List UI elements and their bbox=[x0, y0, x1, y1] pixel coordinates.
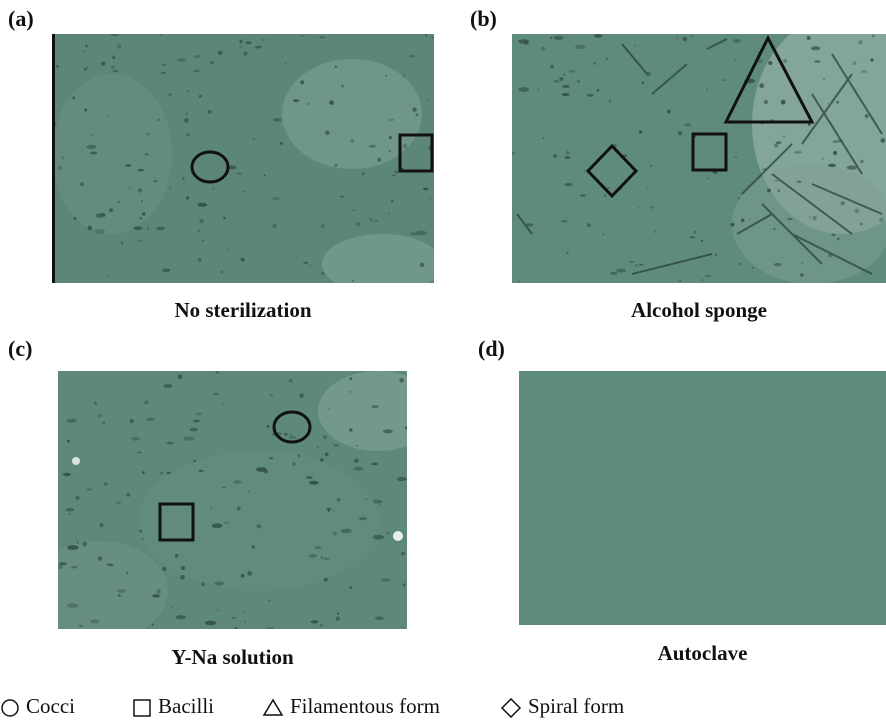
square-icon bbox=[133, 699, 151, 717]
legend-item-bacilli: Bacilli bbox=[132, 694, 214, 719]
micrograph-d bbox=[519, 371, 886, 625]
legend-label-spiral: Spiral form bbox=[528, 694, 625, 718]
legend-item-spiral: Spiral form bbox=[500, 694, 624, 719]
cocci-marker-circle bbox=[272, 410, 312, 444]
panel-d-caption: Autoclave bbox=[657, 641, 748, 665]
legend-item-filamentous: Filamentous form bbox=[262, 694, 440, 719]
triangle-icon bbox=[262, 698, 284, 716]
legend-label-bacilli: Bacilli bbox=[158, 694, 214, 718]
diamond-icon bbox=[500, 698, 522, 719]
panel-d-label: (d) bbox=[478, 336, 505, 361]
cocci-marker-circle bbox=[190, 150, 230, 184]
micrograph-c bbox=[58, 371, 407, 629]
filamentous-marker-triangle bbox=[723, 34, 815, 124]
cell-speckles bbox=[58, 371, 407, 629]
panel-c-caption: Y-Na solution bbox=[171, 645, 294, 669]
filament-strands bbox=[516, 38, 883, 275]
legend-label-cocci: Cocci bbox=[26, 694, 75, 718]
panel-a-caption: No sterilization bbox=[174, 298, 312, 322]
bacilli-marker-square bbox=[691, 132, 728, 172]
micrograph-a bbox=[52, 34, 434, 283]
panel-b-caption: Alcohol sponge bbox=[631, 298, 767, 322]
panel-c-label: (c) bbox=[8, 336, 33, 361]
circle-icon bbox=[1, 699, 19, 717]
panel-b-label: (b) bbox=[470, 6, 497, 31]
bacilli-marker-square bbox=[398, 133, 434, 173]
bacilli-marker-square bbox=[158, 502, 195, 542]
panel-a-label: (a) bbox=[8, 6, 34, 31]
micrograph-b bbox=[512, 34, 886, 283]
spiral-marker-diamond bbox=[585, 143, 639, 199]
legend-item-cocci: Cocci bbox=[0, 694, 75, 719]
legend-label-filamentous: Filamentous form bbox=[290, 694, 440, 718]
